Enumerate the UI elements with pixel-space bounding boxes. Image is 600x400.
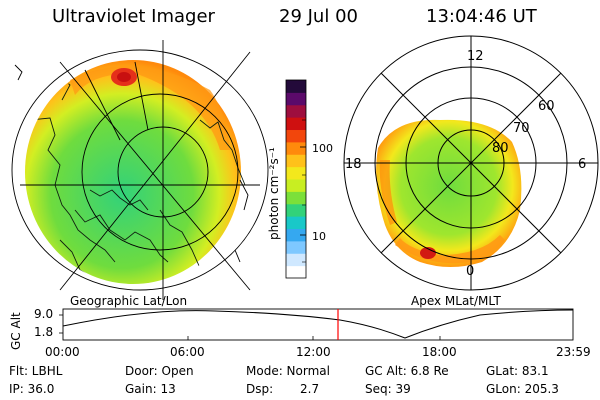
colorbar-step <box>286 265 306 279</box>
altitude-x-tick: 00:00 <box>45 345 80 359</box>
right-aurora-region <box>376 119 522 267</box>
colorbar-tick-10: 10 <box>312 230 326 243</box>
altitude-x-tick: 23:59 <box>556 345 591 359</box>
observation-time: 13:04:46 UT <box>426 6 537 27</box>
colorbar-step <box>286 104 306 118</box>
altitude-x-tick: 12:00 <box>296 345 331 359</box>
altitude-strip-plot <box>59 308 574 341</box>
altitude-axis-label: GC Alt <box>9 312 23 350</box>
right-panel-label: Apex MLat/MLT <box>411 294 501 308</box>
geographic-latitude: GLat: 83.1 <box>486 364 549 378</box>
altitude-y-bottom: 1.8 <box>34 325 54 339</box>
colorbar-step <box>286 80 306 93</box>
colorbar-step <box>286 92 306 106</box>
geographic-grid <box>11 40 269 300</box>
mlt-label-18: 18 <box>345 157 362 172</box>
filter-status: Flt: LBHL <box>9 364 63 378</box>
colorbar-step <box>286 179 306 192</box>
colorbar-step <box>286 117 306 131</box>
left-aurora-oval-top <box>70 66 230 150</box>
colorbar-step <box>286 154 306 168</box>
colorbar-units: photon cm⁻²s⁻¹ <box>267 147 281 240</box>
gain-status: Gain: 13 <box>125 382 176 396</box>
outer-coast-ticks <box>14 64 249 263</box>
colorbar-step <box>286 129 306 143</box>
magnetic-polar-plot: 12 18 6 0 60 70 80 <box>343 35 599 291</box>
colorbar-step <box>286 253 306 267</box>
colorbar-step <box>286 191 306 205</box>
polar-grid <box>343 35 599 291</box>
colorbar-step <box>286 216 306 230</box>
colorbar-step <box>286 141 306 155</box>
colorbar <box>285 79 307 279</box>
geographic-image <box>11 40 269 300</box>
colorbar-step <box>286 203 306 217</box>
mlat-label-70: 70 <box>513 121 530 136</box>
altitude-y-top: 9.0 <box>34 307 54 321</box>
dsp-value: 2.7 <box>300 382 320 396</box>
instrument-title: Ultraviolet Imager <box>52 6 215 27</box>
mlat-label-80: 80 <box>492 141 509 156</box>
colorbar-tick-100: 100 <box>312 142 333 155</box>
mode-status: Mode: Normal <box>246 364 330 378</box>
mlat-label-60: 60 <box>538 99 555 114</box>
altitude-x-tick: 06:00 <box>170 345 205 359</box>
gc-altitude-status: GC Alt: 6.8 Re <box>365 364 449 378</box>
altitude-x-tick: 18:00 <box>422 345 457 359</box>
ip-status: IP: 36.0 <box>9 382 55 396</box>
dsp-label: Dsp: <box>246 382 274 396</box>
sequence-status: Seq: 39 <box>365 382 411 396</box>
colorbar-step <box>286 228 306 242</box>
observation-date: 29 Jul 00 <box>279 6 358 27</box>
mlt-label-0: 0 <box>466 264 474 279</box>
mlt-label-12: 12 <box>467 49 484 64</box>
mlt-label-6: 6 <box>578 157 586 172</box>
geographic-longitude: GLon: 205.3 <box>486 382 559 396</box>
colorbar-step <box>286 240 306 254</box>
right-aurora-hotspot <box>420 247 436 259</box>
left-panel-label: Geographic Lat/Lon <box>70 294 188 308</box>
left-aurora-disk <box>25 60 241 284</box>
door-status: Door: Open <box>125 364 194 378</box>
colorbar-step <box>286 166 306 180</box>
